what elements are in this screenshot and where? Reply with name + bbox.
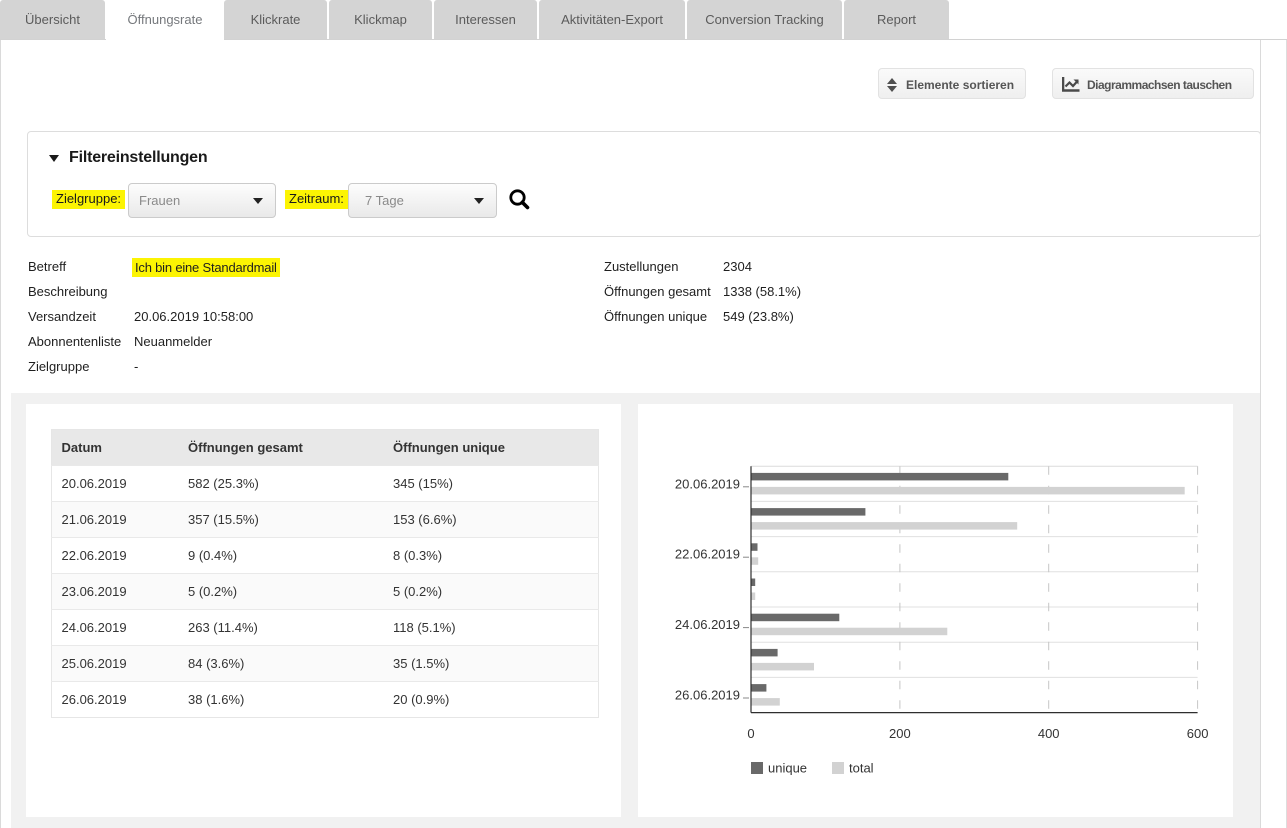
svg-text:600: 600 xyxy=(1187,726,1209,741)
svg-text:200: 200 xyxy=(889,726,911,741)
svg-text:unique: unique xyxy=(768,761,807,776)
svg-text:24.06.2019: 24.06.2019 xyxy=(675,617,740,632)
svg-text:0: 0 xyxy=(747,726,754,741)
svg-text:400: 400 xyxy=(1038,726,1060,741)
svg-text:20.06.2019: 20.06.2019 xyxy=(675,476,740,491)
svg-text:22.06.2019: 22.06.2019 xyxy=(675,547,740,562)
svg-text:26.06.2019: 26.06.2019 xyxy=(675,688,740,703)
svg-text:total: total xyxy=(849,761,874,776)
